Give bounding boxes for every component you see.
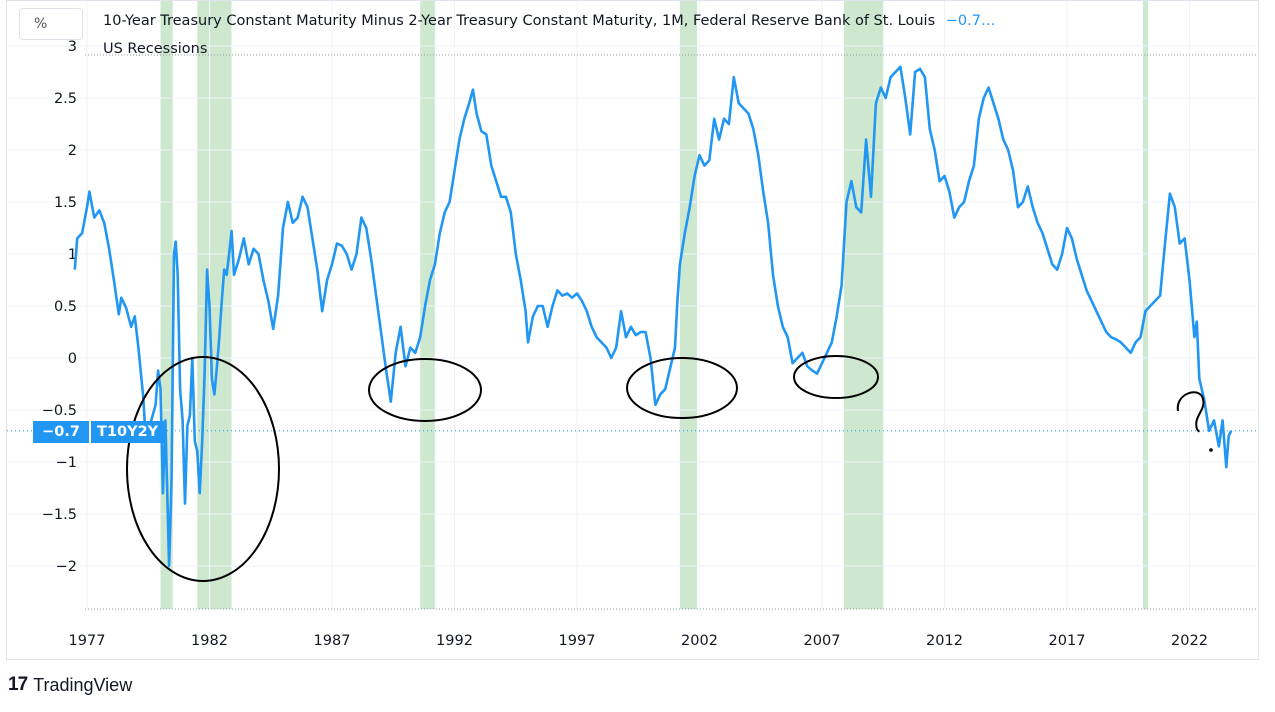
tradingview-brand[interactable]: 17 TradingView: [8, 674, 132, 696]
x-tick-label: 2017: [1049, 633, 1086, 649]
recession-band: [1142, 1, 1148, 609]
x-tick-label: 1992: [436, 633, 473, 649]
y-tick-label: −1: [56, 455, 77, 471]
annotation-circle: [626, 357, 738, 419]
y-tick-label: 0: [68, 351, 77, 367]
series-legend: 10-Year Treasury Constant Maturity Minus…: [103, 13, 995, 29]
y-tick-label: 1.5: [54, 195, 77, 211]
series-last-value: −0.7…: [945, 13, 996, 29]
recessions-legend: US Recessions: [103, 41, 208, 57]
y-tick-label: 2: [68, 143, 77, 159]
brand-name: TradingView: [33, 674, 133, 695]
y-tick-label: −2: [56, 559, 77, 575]
annotation-question-mark: [1176, 391, 1205, 433]
x-tick-label: 1982: [191, 633, 228, 649]
y-tick-label: 0.5: [54, 299, 77, 315]
y-tick-label: 3: [68, 39, 77, 55]
tradingview-logo-icon: 17: [8, 674, 28, 695]
annotation-question-dot: [1209, 448, 1213, 452]
x-tick-label: 2012: [926, 633, 963, 649]
x-tick-label: 1977: [69, 633, 106, 649]
last-price-label: −0.7: [33, 421, 89, 443]
y-tick-label: 1: [68, 247, 77, 263]
annotation-circle: [793, 355, 879, 399]
recession-band: [679, 1, 698, 609]
annotation-circle: [126, 356, 280, 582]
x-tick-label: 2022: [1171, 633, 1208, 649]
y-tick-label: −1.5: [42, 507, 77, 523]
x-tick-label: 1987: [314, 633, 351, 649]
series-title: 10-Year Treasury Constant Maturity Minus…: [103, 13, 936, 29]
chart-plot[interactable]: 3 2.5 2 1.5 1 0.5 0 −0.5 −1 −1.5 −2 1977 1982 1987 199…: [7, 1, 1260, 661]
y-tick-label: −0.5: [42, 403, 77, 419]
x-tick-label: 1997: [559, 633, 596, 649]
x-tick-label: 2002: [681, 633, 718, 649]
unit-selector-button[interactable]: %: [19, 8, 83, 40]
x-tick-label: 2007: [804, 633, 841, 649]
recession-band: [420, 1, 435, 609]
y-tick-label: 2.5: [54, 91, 77, 107]
annotation-circle: [368, 358, 482, 422]
chart-panel[interactable]: 3 2.5 2 1.5 1 0.5 0 −0.5 −1 −1.5 −2 1977 1982 1987 199…: [6, 0, 1259, 660]
symbol-label: T10Y2Y: [91, 421, 165, 443]
recession-band: [197, 1, 232, 609]
series-line: [73, 65, 1233, 568]
recession-band: [844, 1, 884, 609]
